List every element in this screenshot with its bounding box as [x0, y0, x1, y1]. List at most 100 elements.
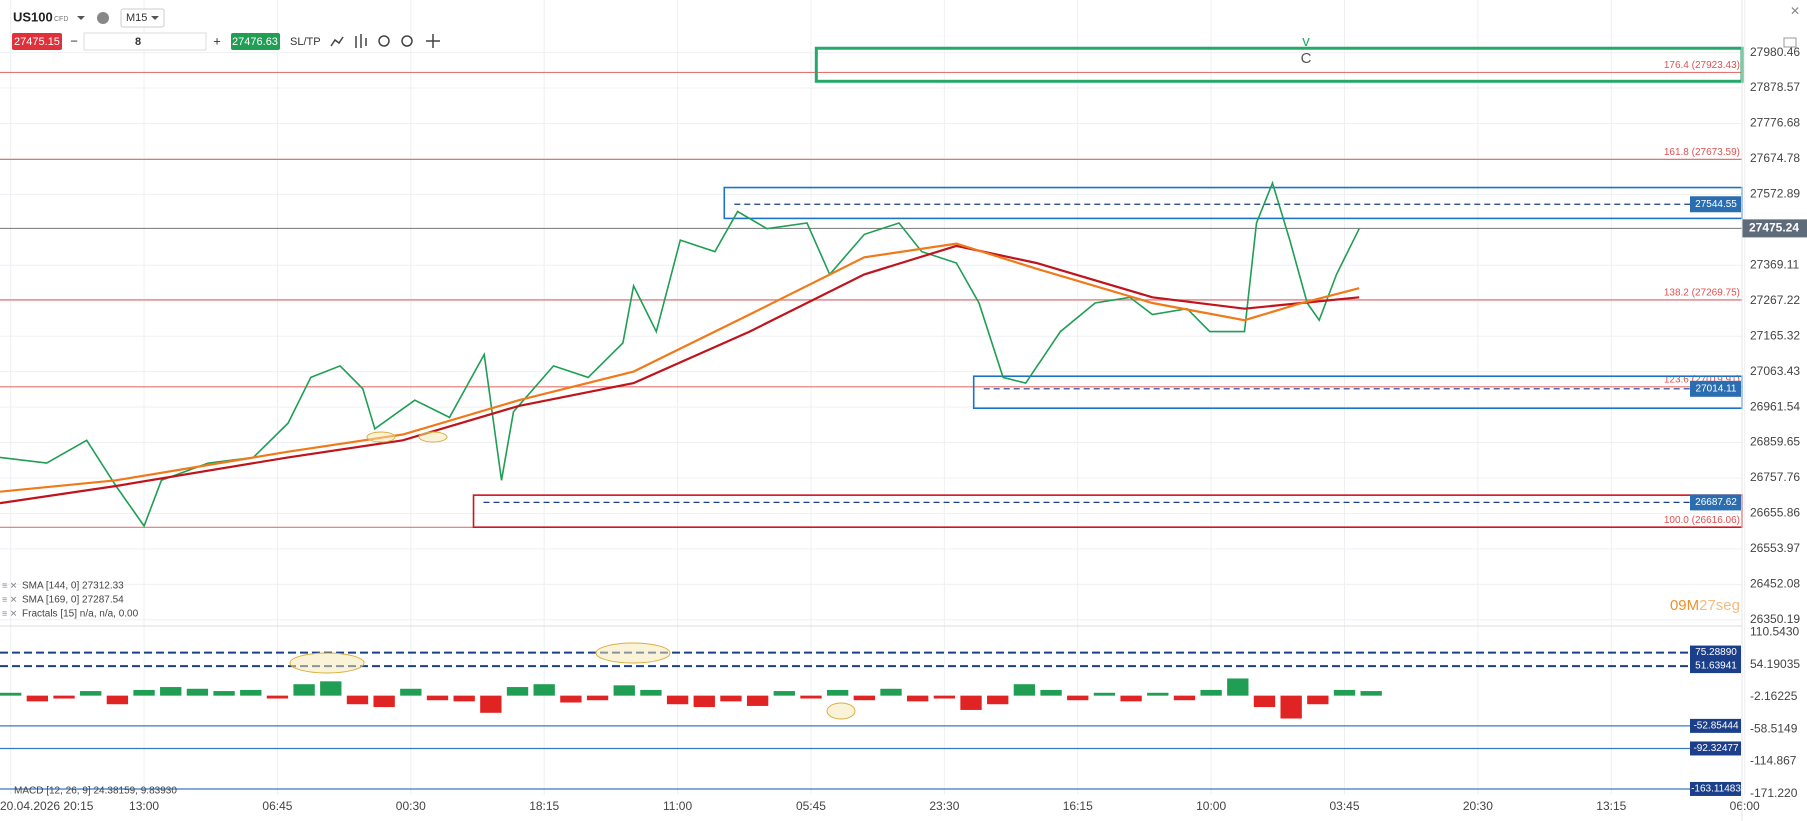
price-line	[0, 180, 1360, 528]
macd-bar	[1067, 695, 1089, 701]
y-tick-label: 110.5430	[1750, 625, 1799, 639]
fib-label: 138.2 (27269.75)	[1664, 288, 1740, 299]
legend-entry: SMA [169, 0] 27287.54	[22, 595, 124, 606]
macd-bar	[1200, 689, 1222, 696]
level-tag-label: 26687.62	[1695, 497, 1737, 508]
macd-bar	[1360, 691, 1382, 696]
fib-label: 176.4 (27923.43)	[1664, 60, 1740, 71]
macd-bar	[666, 695, 689, 705]
macd-bar	[853, 695, 876, 701]
macd-bar	[373, 695, 395, 708]
legend-entry: Fractals [15] n/a, n/a, 0.00	[22, 609, 139, 620]
y-tick-label: 26757.76	[1750, 470, 1800, 484]
ask-price[interactable]: 27476.63	[232, 36, 278, 48]
macd-bar	[293, 684, 315, 696]
zoom-out-icon[interactable]	[378, 35, 390, 47]
macd-bar	[1147, 692, 1169, 696]
macd-bar	[400, 688, 422, 696]
y-tick-label: 26961.54	[1750, 399, 1800, 413]
y-tick-label: 27572.89	[1750, 187, 1800, 201]
macd-bar	[106, 695, 129, 705]
level-tag-label: -52.85444	[1693, 721, 1738, 732]
macd-bar	[1227, 678, 1249, 696]
macd-bar	[933, 695, 956, 699]
y-tick-label: -58.5149	[1750, 721, 1798, 735]
y-tick-label: 26859.65	[1750, 435, 1800, 449]
timer: 09M27seg	[1670, 597, 1740, 614]
macd-bar	[0, 692, 22, 696]
dropdown-icon[interactable]	[77, 16, 85, 20]
macd-bar	[987, 695, 1009, 705]
y-tick-label: 27674.78	[1750, 151, 1800, 165]
dropdown-icon	[151, 16, 159, 20]
macd-bar	[320, 681, 342, 696]
y-tick-label: -2.16225	[1750, 689, 1798, 703]
minus[interactable]: −	[70, 33, 78, 48]
level-tag-label: 27014.11	[1696, 383, 1737, 394]
timer-part: 27seg	[1699, 597, 1740, 614]
level-tag-label: 27544.55	[1695, 199, 1737, 210]
symbol[interactable]: US100	[13, 9, 53, 24]
fib-label: 123.6 (27019.91)	[1664, 374, 1740, 385]
macd-bar	[426, 695, 449, 701]
legend-icon: ≡ ✕	[2, 580, 17, 590]
wave-label: v	[1302, 33, 1310, 50]
macd-legend: MACD [12, 26, 9] 24.38159, 9.83930	[14, 786, 177, 797]
x-tick-label: 16:15	[1063, 799, 1093, 813]
buy-button[interactable]	[231, 33, 280, 50]
y-tick-label: 26452.08	[1750, 577, 1800, 591]
macd-bar	[453, 695, 475, 702]
sell-button[interactable]	[12, 33, 62, 50]
y-tick-label: -114.867	[1750, 754, 1797, 768]
macd-bar	[720, 695, 742, 702]
x-tick-label: 10:00	[1196, 799, 1226, 813]
macd-bar	[693, 695, 715, 708]
timer-part: 09M	[1670, 597, 1699, 614]
x-tick-label: 23:30	[929, 799, 959, 813]
x-tick-label: 20.04.2026 20:15	[0, 799, 94, 813]
zoom-in-icon[interactable]	[401, 35, 413, 47]
macd-bar	[1013, 684, 1036, 696]
window-icon[interactable]	[1783, 37, 1797, 48]
plus[interactable]: +	[213, 33, 221, 48]
line-tool-icon[interactable]	[330, 36, 344, 47]
y-tick-label: 27063.43	[1750, 364, 1800, 378]
bid-price[interactable]: 27475.15	[14, 36, 60, 48]
legend-entry: SMA [144, 0] 27312.33	[22, 581, 124, 592]
macd-bar	[1093, 692, 1116, 696]
macd-bar	[800, 695, 822, 699]
indicators-icon[interactable]	[355, 34, 367, 48]
fib-label: 161.8 (27673.59)	[1664, 147, 1740, 158]
current-price-tag	[1742, 219, 1807, 238]
info-icon[interactable]	[97, 12, 109, 24]
highlight-ellipse	[595, 642, 671, 664]
level-tag	[1690, 741, 1741, 756]
macd-bar	[160, 687, 182, 696]
y-tick-label: 27165.32	[1750, 328, 1800, 342]
sltp[interactable]: SL/TP	[290, 36, 321, 48]
macd-bar	[1253, 695, 1276, 708]
macd-bar	[560, 695, 582, 703]
macd-bar	[480, 695, 502, 713]
y-tick-label: 27267.22	[1750, 293, 1800, 307]
level-tag-label: -163.11483	[1691, 784, 1741, 795]
macd-bar	[960, 695, 982, 710]
timeframe-box[interactable]	[120, 8, 165, 28]
macd-bar	[613, 685, 635, 696]
lot[interactable]: 8	[135, 36, 141, 48]
x-tick-label: 06:45	[262, 799, 292, 813]
macd-bar	[880, 688, 902, 696]
lot-input[interactable]	[83, 32, 207, 51]
macd-bar	[80, 691, 102, 696]
x-tick-label: 13:15	[1596, 799, 1626, 813]
timeframe[interactable]: M15	[126, 12, 147, 24]
symbol-type: CFD	[54, 16, 68, 23]
close-icon[interactable]: ✕	[1790, 4, 1800, 18]
macd-bar	[1307, 695, 1329, 705]
current-price-label: 27475.24	[1749, 221, 1799, 235]
highlight-ellipse	[418, 431, 448, 443]
crosshair-icon[interactable]	[426, 34, 440, 48]
x-tick-label: 05:45	[796, 799, 826, 813]
macd-bar	[1333, 689, 1356, 696]
